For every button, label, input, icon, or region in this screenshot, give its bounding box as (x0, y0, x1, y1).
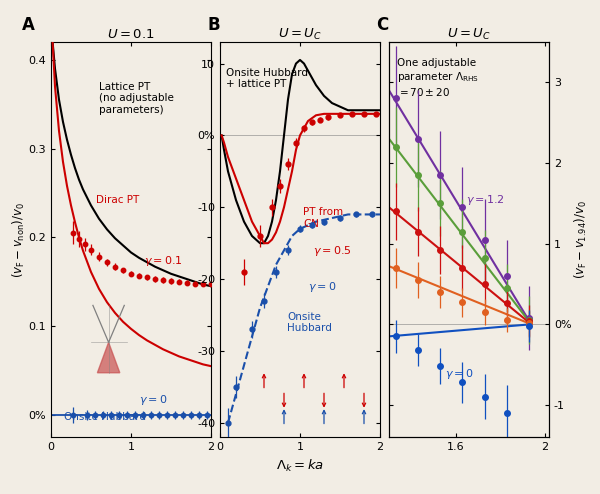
Text: $\gamma = 0$: $\gamma = 0$ (445, 367, 473, 381)
Text: Dirac PT: Dirac PT (96, 195, 139, 205)
Text: $\gamma = 0.5$: $\gamma = 0.5$ (313, 245, 352, 258)
Title: $U = U_C$: $U = U_C$ (447, 27, 491, 42)
Title: $U = 0.1$: $U = 0.1$ (107, 28, 155, 41)
Text: Onsite
Hubbard: Onsite Hubbard (287, 312, 332, 333)
Y-axis label: $(v_{\mathrm{F}} - v_{1.94})/v_0$: $(v_{\mathrm{F}} - v_{1.94})/v_0$ (573, 200, 589, 279)
X-axis label: $\Lambda_k = ka$: $\Lambda_k = ka$ (276, 457, 324, 474)
Text: C: C (376, 16, 388, 34)
Text: Onsite Hubbard: Onsite Hubbard (64, 412, 146, 422)
Title: $U = U_C$: $U = U_C$ (278, 27, 322, 42)
Y-axis label: $(v_{\mathrm{F}} - v_{\mathrm{non}})/v_0$: $(v_{\mathrm{F}} - v_{\mathrm{non}})/v_0… (11, 202, 27, 278)
Text: PT from
GN: PT from GN (303, 207, 343, 229)
Text: $\gamma = 0$: $\gamma = 0$ (308, 280, 337, 294)
Text: Onsite Hubbard
+ lattice PT: Onsite Hubbard + lattice PT (226, 68, 308, 89)
Text: $\gamma = 0.1$: $\gamma = 0.1$ (144, 254, 182, 268)
Text: $\gamma = 1.2$: $\gamma = 1.2$ (466, 193, 504, 207)
Text: B: B (207, 16, 220, 34)
Text: Lattice PT
(no adjustable
parameters): Lattice PT (no adjustable parameters) (99, 82, 174, 115)
Text: A: A (22, 16, 35, 34)
Text: $\gamma = 0$: $\gamma = 0$ (139, 393, 167, 407)
Text: One adjustable
parameter $\Lambda_{\mathrm{RHS}}$
$= 70 \pm 20$: One adjustable parameter $\Lambda_{\math… (397, 58, 479, 98)
